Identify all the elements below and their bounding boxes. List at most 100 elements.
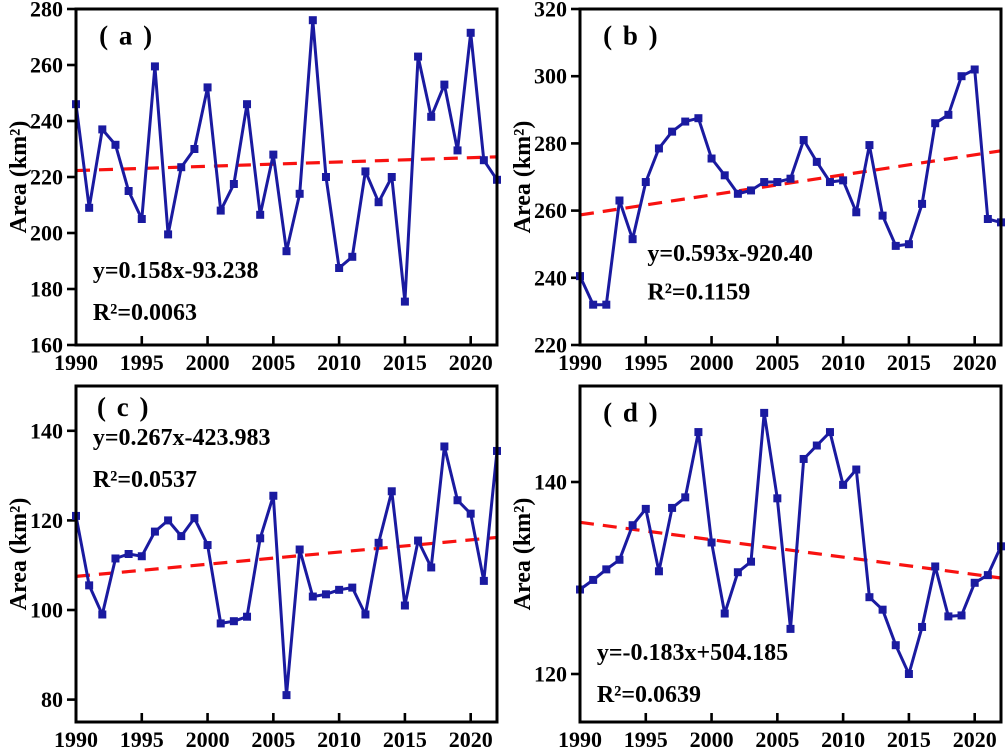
x-tick-label: 2010: [317, 350, 361, 375]
data-point-marker: [812, 441, 821, 450]
panel-d: 120 140 1990 1995 2000 2005 2010 2015 2020 Area (…: [504, 377, 1008, 754]
data-point-marker: [361, 167, 370, 176]
data-point-marker: [957, 611, 966, 620]
r-squared-label: R²=0.0537: [93, 467, 197, 493]
y-tick-label: 300: [534, 64, 567, 89]
y-tick-label: 260: [534, 198, 567, 223]
panel-label: ( c ): [97, 392, 150, 422]
plot-frame: [74, 7, 499, 347]
x-tick-label: 2015: [887, 350, 931, 375]
data-point-marker: [602, 300, 611, 309]
data-point-marker: [641, 178, 650, 187]
data-point-marker: [602, 565, 611, 574]
panel-c-chart: 80 100 120 140 1990 1995 2000 2005 2010 2015 2020 A…: [6, 384, 501, 752]
data-point-marker: [414, 536, 423, 545]
data-point-marker: [453, 146, 462, 155]
data-point-marker: [970, 578, 979, 587]
data-point-marker: [615, 555, 624, 564]
data-point-marker: [348, 583, 357, 592]
x-tick-label: 1995: [624, 727, 668, 752]
panel-b: 220 240 260 280 300 320 1990 1995 2000 2005 2010 20…: [504, 0, 1008, 377]
y-tick-label: 200: [30, 221, 63, 246]
panel-a: 160 180 200 220 240 260 280 1990 1995 2000 2005 201…: [0, 0, 504, 377]
data-point-marker: [387, 487, 396, 496]
x-tick-label: 2015: [383, 350, 427, 375]
data-point-marker: [628, 521, 637, 530]
data-point-marker: [694, 428, 703, 437]
data-point-marker: [387, 173, 396, 181]
panel-a-chart: 160 180 200 220 240 260 280 1990 1995 2000 2005 201…: [6, 0, 501, 375]
data-point-marker: [931, 119, 940, 128]
data-point-marker: [878, 211, 887, 220]
data-point-marker: [878, 605, 887, 614]
data-point-marker: [681, 117, 690, 126]
data-point-marker: [111, 140, 120, 149]
panel-d-chart: 120 140 1990 1995 2000 2005 2010 2015 2020 Area (…: [510, 384, 1005, 752]
data-point-marker: [799, 136, 808, 145]
y-tick-label: 100: [30, 598, 63, 623]
x-tick-label: 1990: [54, 350, 98, 375]
y-tick-label: 180: [30, 277, 63, 302]
data-point-marker: [891, 241, 900, 250]
r-squared-label: R²=0.0063: [93, 300, 197, 326]
panel-b-chart: 220 240 260 280 300 320 1990 1995 2000 2005 2010 20…: [510, 0, 1005, 375]
data-point-marker: [308, 592, 317, 601]
data-point-marker: [720, 171, 729, 180]
data-point-marker: [85, 203, 94, 212]
data-point-marker: [229, 180, 238, 188]
data-point-marker: [124, 187, 133, 195]
data-point-marker: [111, 554, 120, 563]
data-point-marker: [295, 189, 304, 198]
x-tick-label: 2005: [755, 350, 799, 375]
data-point-marker: [190, 145, 199, 153]
trend-line: [75, 535, 498, 578]
data-point-marker: [747, 557, 756, 566]
data-point-marker: [668, 127, 677, 136]
data-point-marker: [269, 150, 278, 159]
data-point-marker: [931, 562, 940, 571]
y-axis-label: Area (km²): [510, 498, 536, 611]
data-point-marker: [453, 496, 462, 505]
y-tick-label: 240: [30, 109, 63, 134]
x-tick-label: 2005: [755, 727, 799, 752]
y-tick-label: 280: [30, 0, 63, 22]
panel-c: 80 100 120 140 1990 1995 2000 2005 2010 2015 2020 A…: [0, 377, 504, 754]
data-point-marker: [335, 264, 344, 272]
data-point-marker: [891, 641, 900, 650]
data-point-marker: [694, 114, 703, 123]
data-point-marker: [348, 252, 357, 261]
data-point-marker: [839, 480, 848, 489]
data-point-marker: [400, 601, 409, 610]
data-point-marker: [361, 610, 370, 619]
data-point-marker: [786, 174, 795, 183]
data-point-marker: [440, 80, 449, 89]
data-point-marker: [654, 567, 663, 576]
panel-label: ( b ): [603, 20, 660, 50]
data-point-marker: [628, 235, 637, 244]
data-point-marker: [733, 568, 742, 577]
data-point-marker: [190, 514, 199, 523]
y-tick-label: 140: [30, 418, 63, 443]
regression-equation: y=0.158x-93.238: [93, 258, 259, 284]
data-point-marker: [589, 575, 598, 584]
x-tick-label: 2015: [887, 727, 931, 752]
y-tick-label: 320: [534, 0, 567, 22]
data-point-marker: [414, 52, 423, 61]
y-axis-label: Area (km²): [6, 498, 32, 611]
x-tick-label: 1995: [120, 727, 164, 752]
data-point-marker: [282, 247, 291, 256]
data-point-marker: [440, 442, 449, 451]
data-point-marker: [852, 208, 861, 217]
panel-label: ( d ): [603, 397, 660, 427]
data-point-marker: [852, 465, 861, 474]
x-tick-label: 2020: [953, 727, 997, 752]
data-point-marker: [773, 178, 782, 187]
data-point-marker: [137, 552, 146, 561]
x-tick-label: 2020: [953, 350, 997, 375]
data-point-marker: [957, 72, 966, 81]
data-point-marker: [164, 516, 173, 525]
data-point-marker: [479, 156, 488, 165]
data-point-marker: [269, 491, 278, 500]
data-point-marker: [466, 509, 475, 518]
data-point-marker: [654, 144, 663, 153]
